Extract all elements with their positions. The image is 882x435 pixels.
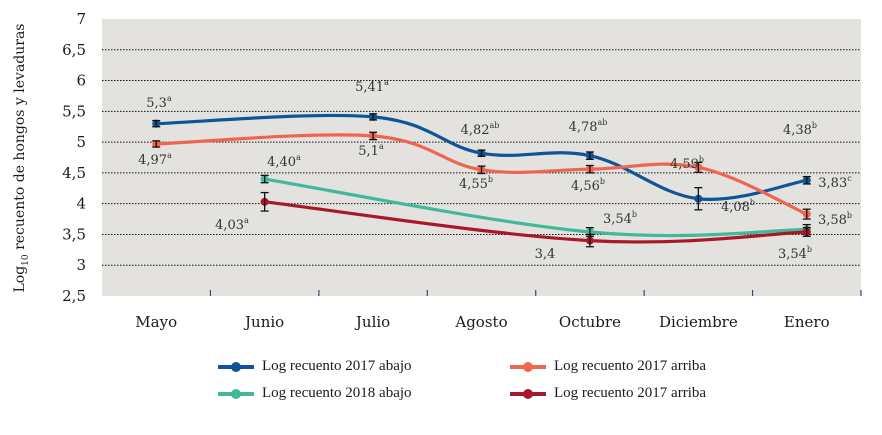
y-tick-label: 5 [76,133,86,151]
data-label: 3,83c [818,174,852,191]
error-bar [152,119,161,128]
error-bar [477,165,486,175]
legend-item-2017-arriba-dark[interactable]: Log recuento 2017 arriba [510,385,778,402]
x-tick-labels: Mayo Junio Julio Agosto Octubre Diciembre Ener… [135,313,829,331]
x-tick-label: Enero [784,313,830,331]
error-bar [585,151,594,160]
data-label: 5,3a [146,94,172,111]
error-bar [694,187,703,211]
error-bar [585,164,594,174]
x-ticks [209,290,862,296]
y-axis-title: Log10 recuento de hongos y levaduras [12,24,31,293]
series-2 [152,131,811,220]
legend-swatch-icon [510,387,546,401]
x-tick-label: Octubre [559,313,621,331]
error-bar [585,233,594,248]
y-tick-label: 7 [76,10,86,28]
data-label: 4,59b [670,155,704,172]
error-bar [694,161,703,173]
legend-label: Log recuento 2017 arriba [554,385,707,401]
legend-swatch-icon [510,360,546,374]
x-tick-label: Agosto [454,313,507,331]
y-tick-label: 6,5 [62,41,86,59]
series-4 [260,191,811,248]
error-bar [260,174,269,184]
legend-item-2018-abajo[interactable]: Log recuento 2018 abajo [218,385,510,402]
error-bar [802,208,811,220]
x-tick-label: Mayo [135,313,177,331]
y-tick-label: 4 [76,195,86,213]
series-group [152,112,811,248]
x-tick-label: Diciembre [659,313,738,331]
data-label: 5,41a [355,78,389,95]
y-tick-label: 6 [76,72,86,90]
error-bar [477,149,486,157]
y-tick-labels: 2,5 3 3,5 4 4,5 5 5,5 6 6,5 7 [62,10,86,305]
data-label: 3,54b [778,245,812,262]
data-label: 5,1a [358,142,384,159]
series-line [263,177,809,238]
chart: 2,5 3 3,5 4 4,5 5 5,5 6 6,5 7 Mayo Junio Julio Agost… [12,10,862,331]
legend: Log recuento 2017 abajo Log recuento 201… [218,358,778,402]
data-label: 4,08b [721,198,755,215]
y-tick-label: 4,5 [62,164,86,182]
data-label: 4,38b [783,121,817,138]
data-label: 4,56b [571,177,605,194]
error-bar [369,131,378,141]
series-line [263,200,809,244]
y-tick-label: 2,5 [62,287,86,305]
y-tick-label: 3 [76,256,86,274]
data-label: 3,54b [603,210,637,227]
legend-swatch-icon [218,387,254,401]
y-tick-label: 5,5 [62,102,86,120]
data-label: 3,4 [535,247,556,262]
legend-label: Log recuento 2018 abajo [262,385,412,401]
data-label: 4,03a [215,216,249,233]
series-1 [152,112,811,211]
error-bar [260,191,269,212]
legend-swatch-icon [218,360,254,374]
error-bar [802,227,811,237]
error-bar [369,113,378,121]
error-bar [152,140,161,148]
x-tick-label: Julio [354,313,390,331]
x-tick-label: Junio [243,313,284,331]
legend-item-2017-abajo[interactable]: Log recuento 2017 abajo [218,358,510,375]
plot-background [102,19,861,296]
legend-label: Log recuento 2017 arriba [554,358,707,374]
legend-label: Log recuento 2017 abajo [262,358,412,374]
y-tick-label: 3,5 [62,225,86,243]
legend-item-2017-arriba[interactable]: Log recuento 2017 arriba [510,358,778,375]
data-label: 4,97a [138,151,172,168]
data-label: 3,58b [818,211,852,228]
data-label: 4,40a [267,153,301,170]
error-bar [802,175,811,185]
data-label: 4,55b [459,175,493,192]
